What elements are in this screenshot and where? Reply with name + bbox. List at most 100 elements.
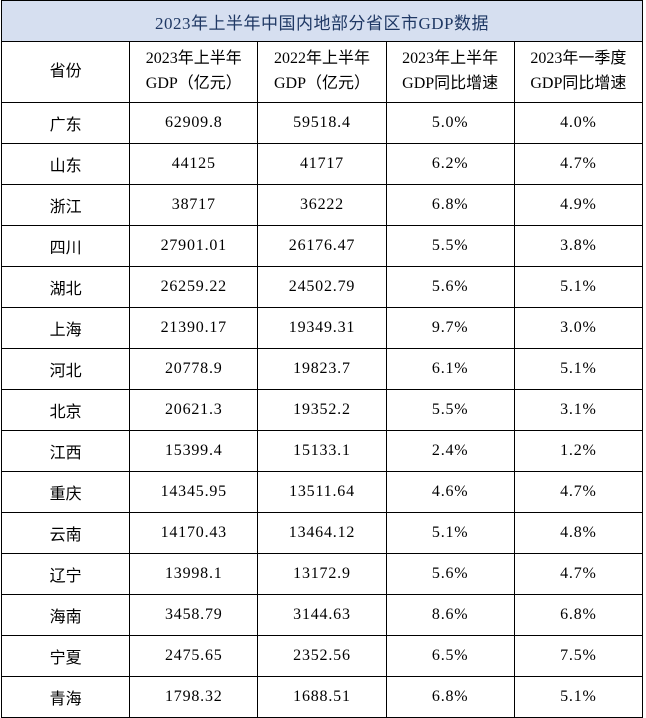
table-row-qinghai: 青海 1798.32 1688.51 6.8% 5.1% (0, 676, 644, 718)
cell-growth-2023q1: 3.0% (513, 307, 644, 349)
cell-province: 江西 (0, 430, 131, 472)
cell-province: 海南 (0, 594, 131, 636)
cell-growth-2023h1: 6.8% (385, 676, 515, 718)
cell-province: 云南 (0, 512, 131, 554)
cell-province: 北京 (0, 389, 131, 431)
table-row-zhejiang: 浙江 38717 36222 6.8% 4.9% (0, 184, 644, 226)
cell-gdp-2023h1: 3458.79 (129, 594, 259, 636)
cell-gdp-2023h1: 38717 (129, 184, 259, 226)
cell-gdp-2022h1: 15133.1 (257, 430, 387, 472)
cell-gdp-2022h1: 13511.64 (257, 471, 387, 513)
title-row: 2023年上半年中国内地部分省区市GDP数据 (1, 0, 643, 42)
cell-gdp-2023h1: 20621.3 (129, 389, 259, 431)
cell-growth-2023h1: 6.5% (385, 635, 515, 677)
cell-growth-2023q1: 4.7% (513, 143, 644, 185)
cell-growth-2023q1: 7.5% (513, 635, 644, 677)
cell-growth-2023q1: 3.8% (513, 225, 644, 267)
cell-growth-2023q1: 5.1% (513, 676, 644, 718)
cell-growth-2023q1: 3.1% (513, 389, 644, 431)
cell-gdp-2023h1: 27901.01 (129, 225, 259, 267)
cell-province: 广东 (0, 102, 131, 144)
cell-growth-2023h1: 5.5% (385, 225, 515, 267)
table-row-chongqing: 重庆 14345.95 13511.64 4.6% 4.7% (0, 471, 644, 513)
cell-growth-2023h1: 8.6% (385, 594, 515, 636)
table-row-jiangxi: 江西 15399.4 15133.1 2.4% 1.2% (0, 430, 644, 472)
cell-province: 青海 (0, 676, 131, 718)
table-row-liaoning: 辽宁 13998.1 13172.9 5.6% 4.7% (0, 553, 644, 595)
cell-gdp-2022h1: 26176.47 (257, 225, 387, 267)
column-header-province: 省份 (0, 41, 131, 103)
table-body: 广东 62909.8 59518.4 5.0% 4.0% 山东 44125 41… (0, 102, 644, 718)
table-row-beijing: 北京 20621.3 19352.2 5.5% 3.1% (0, 389, 644, 431)
cell-growth-2023q1: 4.9% (513, 184, 644, 226)
cell-gdp-2023h1: 62909.8 (129, 102, 259, 144)
column-header-growth-2023h1: 2023年上半年 GDP同比增速 (385, 41, 515, 103)
cell-growth-2023q1: 5.1% (513, 348, 644, 390)
table-title: 2023年上半年中国内地部分省区市GDP数据 (1, 0, 643, 42)
cell-growth-2023h1: 9.7% (385, 307, 515, 349)
column-header-gdp-2022h1: 2022年上半年 GDP（亿元） (257, 41, 387, 103)
cell-gdp-2022h1: 19352.2 (257, 389, 387, 431)
cell-growth-2023h1: 2.4% (385, 430, 515, 472)
cell-gdp-2023h1: 20778.9 (129, 348, 259, 390)
cell-gdp-2023h1: 21390.17 (129, 307, 259, 349)
cell-gdp-2022h1: 2352.56 (257, 635, 387, 677)
table-row-guangdong: 广东 62909.8 59518.4 5.0% 4.0% (0, 102, 644, 144)
cell-growth-2023h1: 5.0% (385, 102, 515, 144)
column-header-row: 省份 2023年上半年 GDP（亿元） 2022年上半年 GDP（亿元） 202… (0, 41, 644, 103)
table-row-shanghai: 上海 21390.17 19349.31 9.7% 3.0% (0, 307, 644, 349)
cell-growth-2023h1: 5.6% (385, 266, 515, 308)
table-row-ningxia: 宁夏 2475.65 2352.56 6.5% 7.5% (0, 635, 644, 677)
cell-province: 辽宁 (0, 553, 131, 595)
cell-province: 山东 (0, 143, 131, 185)
cell-growth-2023q1: 4.8% (513, 512, 644, 554)
cell-growth-2023h1: 6.1% (385, 348, 515, 390)
column-header-gdp-2023h1: 2023年上半年 GDP（亿元） (129, 41, 259, 103)
cell-gdp-2022h1: 13464.12 (257, 512, 387, 554)
cell-growth-2023h1: 5.5% (385, 389, 515, 431)
cell-province: 四川 (0, 225, 131, 267)
cell-province: 浙江 (0, 184, 131, 226)
table-row-hainan: 海南 3458.79 3144.63 8.6% 6.8% (0, 594, 644, 636)
cell-province: 上海 (0, 307, 131, 349)
cell-gdp-2022h1: 59518.4 (257, 102, 387, 144)
cell-province: 河北 (0, 348, 131, 390)
cell-gdp-2023h1: 26259.22 (129, 266, 259, 308)
cell-gdp-2023h1: 1798.32 (129, 676, 259, 718)
table-row-hebei: 河北 20778.9 19823.7 6.1% 5.1% (0, 348, 644, 390)
cell-gdp-2022h1: 1688.51 (257, 676, 387, 718)
table-row-hubei: 湖北 26259.22 24502.79 5.6% 5.1% (0, 266, 644, 308)
cell-growth-2023q1: 5.1% (513, 266, 644, 308)
cell-growth-2023q1: 6.8% (513, 594, 644, 636)
cell-growth-2023q1: 1.2% (513, 430, 644, 472)
cell-growth-2023h1: 4.6% (385, 471, 515, 513)
cell-gdp-2022h1: 3144.63 (257, 594, 387, 636)
table-row-sichuan: 四川 27901.01 26176.47 5.5% 3.8% (0, 225, 644, 267)
cell-growth-2023h1: 6.8% (385, 184, 515, 226)
cell-gdp-2023h1: 14345.95 (129, 471, 259, 513)
cell-growth-2023q1: 4.7% (513, 553, 644, 595)
cell-gdp-2022h1: 19823.7 (257, 348, 387, 390)
cell-growth-2023h1: 6.2% (385, 143, 515, 185)
cell-gdp-2023h1: 2475.65 (129, 635, 259, 677)
table-row-yunnan: 云南 14170.43 13464.12 5.1% 4.8% (0, 512, 644, 554)
cell-growth-2023q1: 4.0% (513, 102, 644, 144)
cell-gdp-2023h1: 13998.1 (129, 553, 259, 595)
cell-gdp-2022h1: 19349.31 (257, 307, 387, 349)
cell-province: 重庆 (0, 471, 131, 513)
cell-gdp-2022h1: 24502.79 (257, 266, 387, 308)
cell-growth-2023h1: 5.6% (385, 553, 515, 595)
table-row-shandong: 山东 44125 41717 6.2% 4.7% (0, 143, 644, 185)
cell-gdp-2022h1: 36222 (257, 184, 387, 226)
cell-gdp-2023h1: 44125 (129, 143, 259, 185)
cell-gdp-2023h1: 14170.43 (129, 512, 259, 554)
cell-gdp-2022h1: 13172.9 (257, 553, 387, 595)
cell-gdp-2022h1: 41717 (257, 143, 387, 185)
column-header-growth-2023q1: 2023年一季度 GDP同比增速 (513, 41, 644, 103)
cell-province: 宁夏 (0, 635, 131, 677)
cell-province: 湖北 (0, 266, 131, 308)
cell-growth-2023q1: 4.7% (513, 471, 644, 513)
cell-gdp-2023h1: 15399.4 (129, 430, 259, 472)
